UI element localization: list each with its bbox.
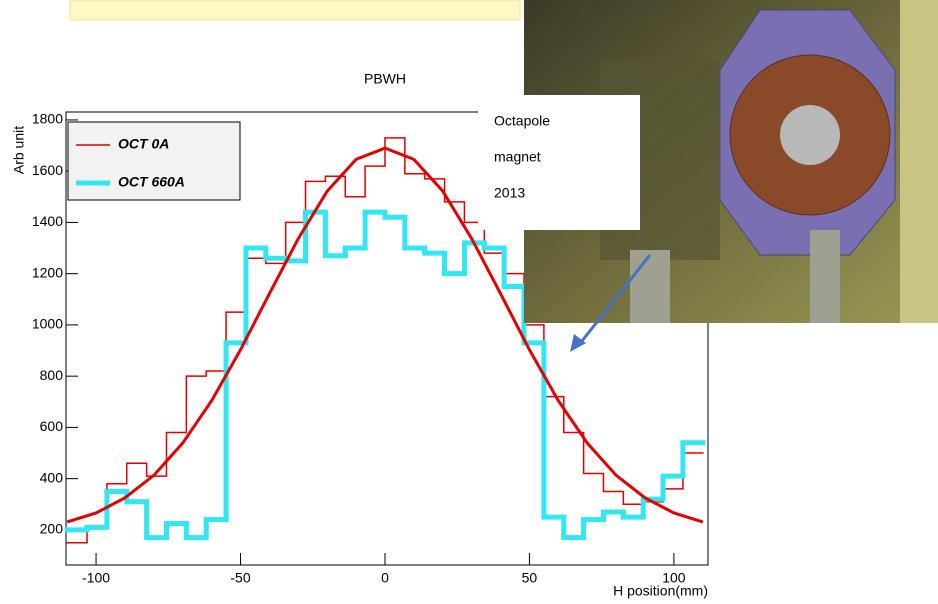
- chart: PBWH Arb unit H position(mm) 200 400 600 80…: [0, 0, 938, 604]
- y-tick-label: 600: [40, 418, 64, 434]
- x-axis-label: H position(mm): [613, 583, 708, 599]
- x-tick-label: -50: [230, 570, 250, 586]
- x-tick-label: 0: [381, 570, 389, 586]
- y-tick-label: 1000: [32, 316, 63, 332]
- legend-label: OCT 660A: [118, 174, 185, 190]
- legend-label: OCT 0A: [118, 136, 169, 152]
- annotation-line: 2013: [494, 185, 525, 201]
- y-tick-label: 1800: [32, 111, 63, 127]
- y-tick-label: 1400: [32, 213, 63, 229]
- x-tick-label: 50: [522, 570, 538, 586]
- y-axis-label: Arb unit: [11, 126, 27, 174]
- y-tick-label: 1200: [32, 264, 63, 280]
- y-tick-label: 1600: [32, 162, 63, 178]
- annotation-line: magnet: [494, 149, 541, 165]
- y-tick-label: 400: [40, 469, 64, 485]
- annotation-line: Octapole: [494, 113, 550, 129]
- chart-title: PBWH: [364, 71, 406, 87]
- x-tick-label: 100: [662, 570, 686, 586]
- y-tick-label: 200: [40, 521, 64, 537]
- y-tick-label: 800: [40, 367, 64, 383]
- x-tick-label: -100: [82, 570, 110, 586]
- banner-strip: [70, 0, 520, 20]
